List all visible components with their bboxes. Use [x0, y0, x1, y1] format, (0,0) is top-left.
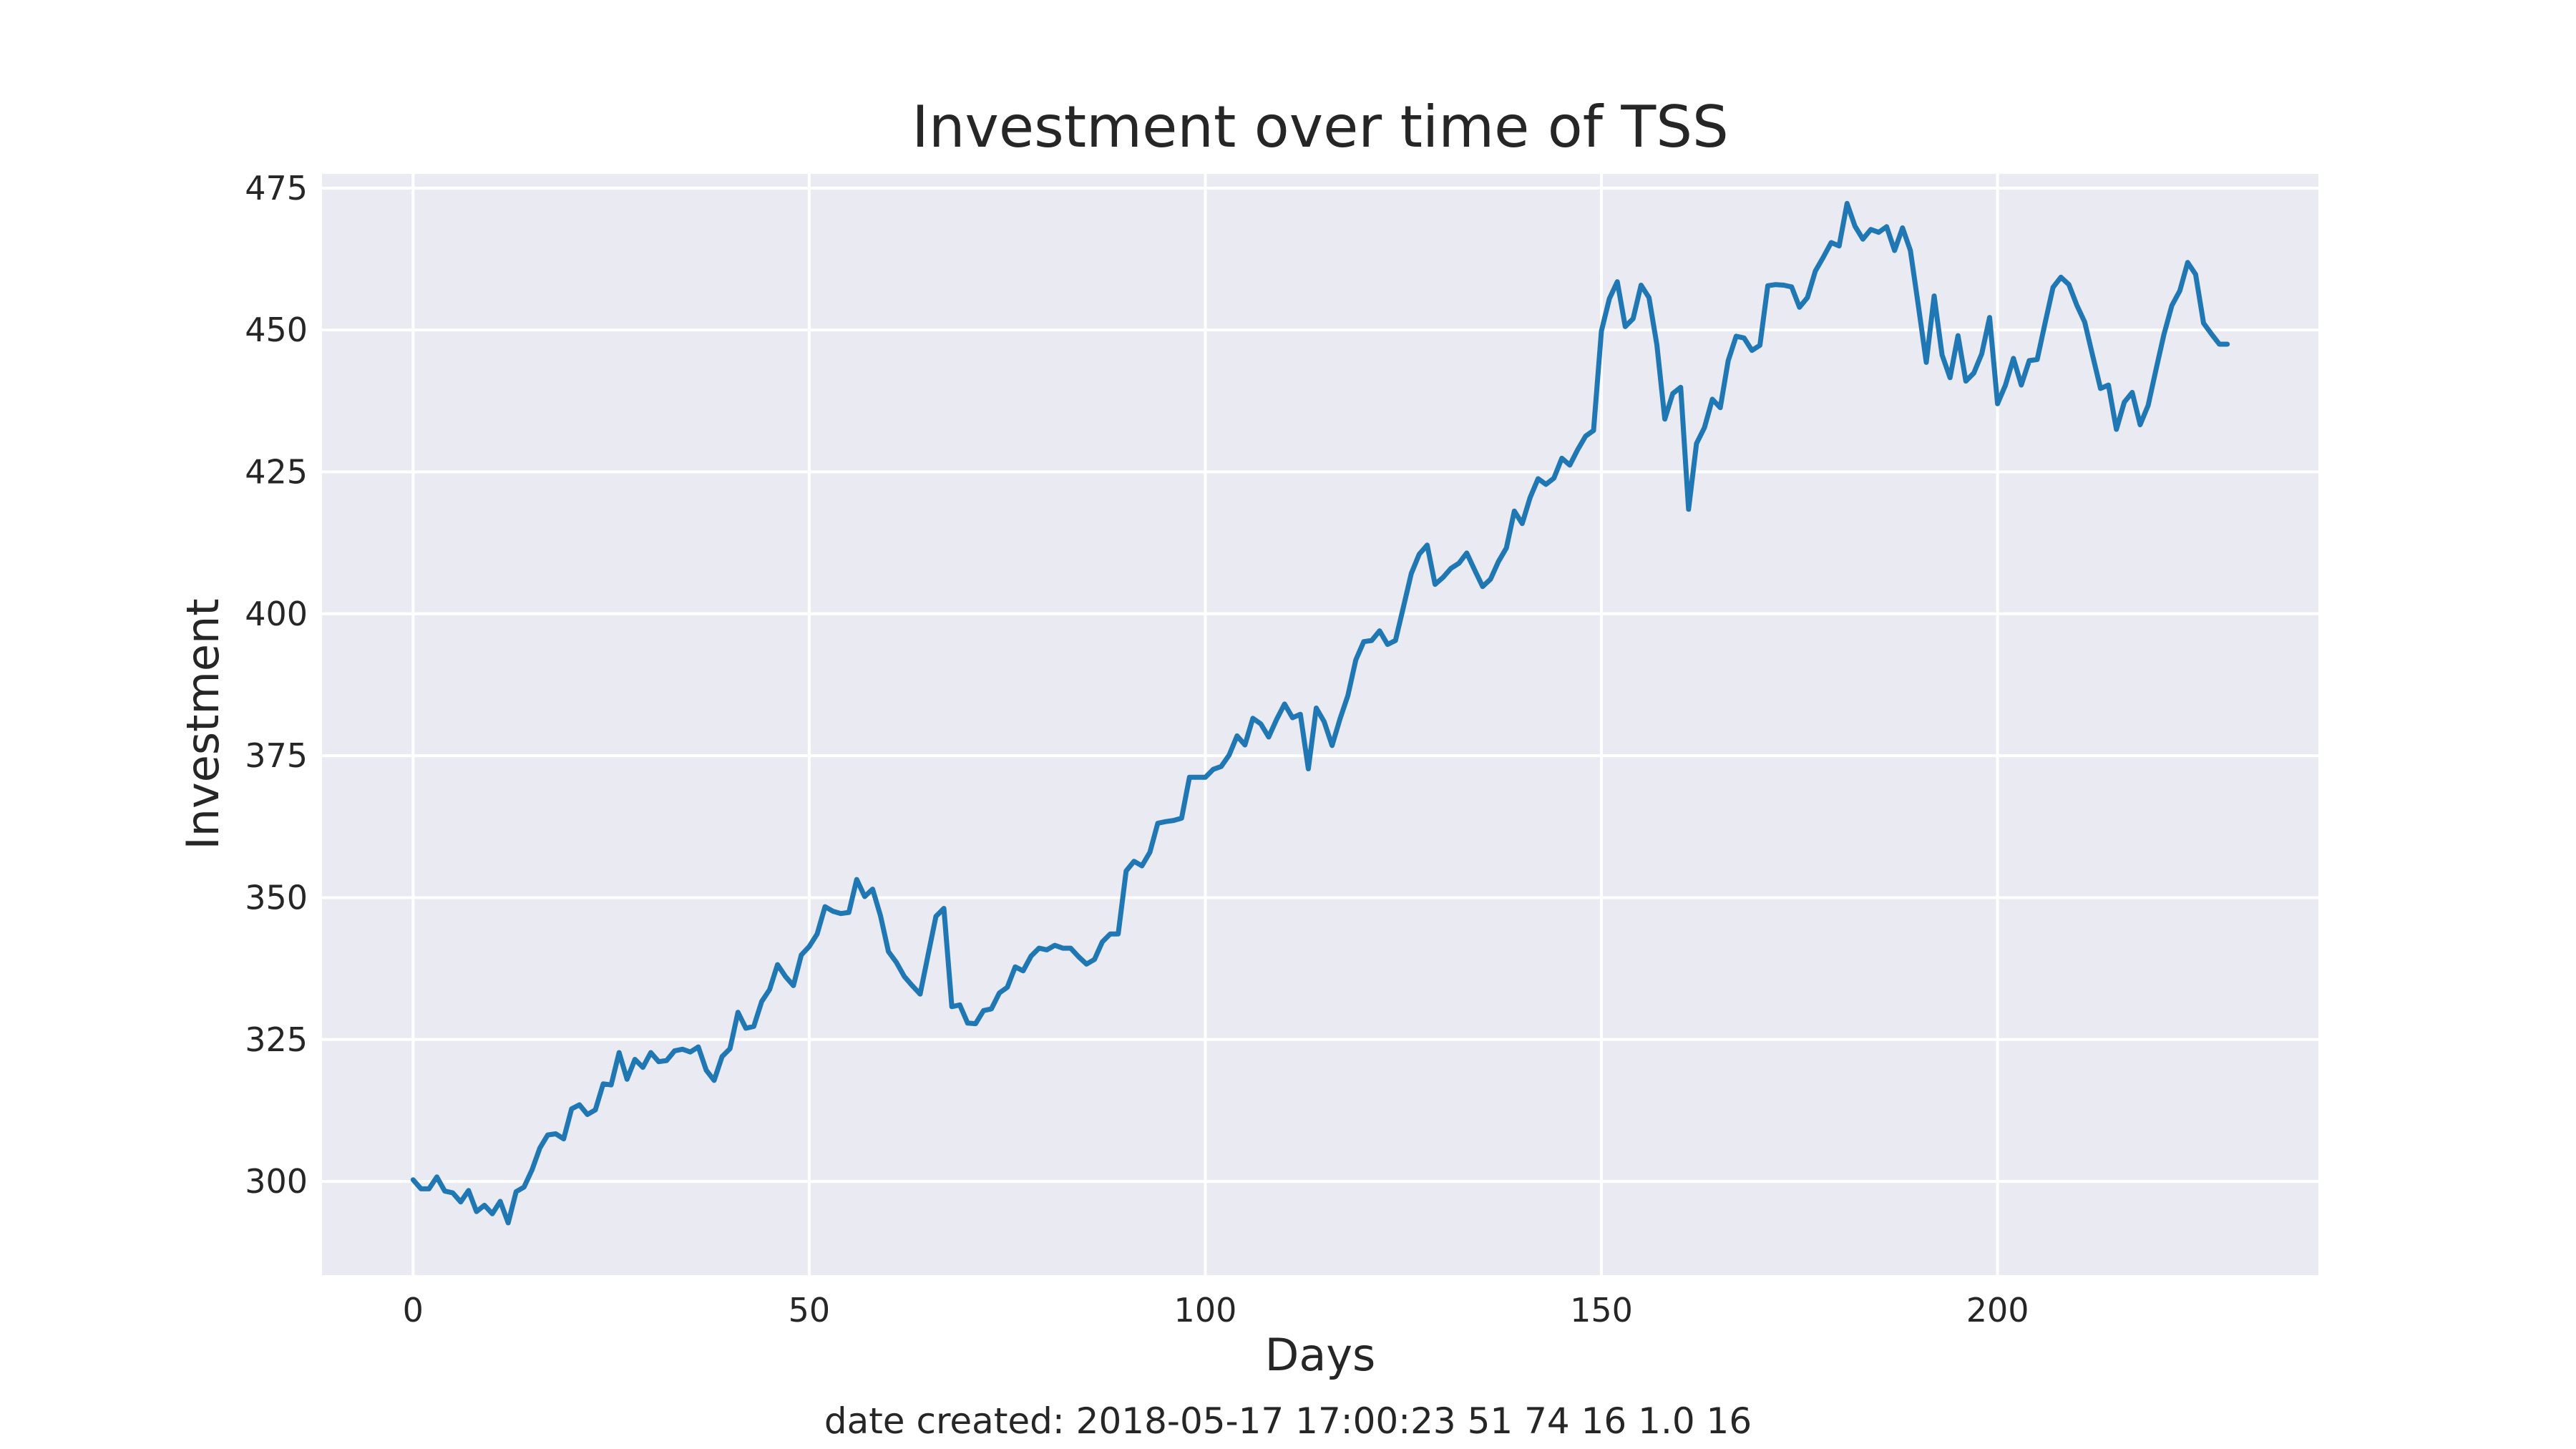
y-tick-label: 400 [245, 595, 308, 633]
y-tick-label: 475 [245, 169, 308, 208]
y-tick-label: 425 [245, 452, 308, 491]
series-line [410, 200, 2230, 1226]
x-tick-label: 0 [403, 1291, 424, 1330]
footer-text: date created: 2018-05-17 17:00:23 51 74 … [824, 1400, 1752, 1442]
y-tick-label: 300 [245, 1162, 308, 1201]
y-axis-ticks: 300 325 350 375 400 425 450 475 [245, 169, 308, 1201]
x-axis-label: Days [1265, 1329, 1376, 1381]
y-tick-label: 350 [245, 878, 308, 917]
y-tick-label: 375 [245, 736, 308, 775]
y-tick-label: 450 [245, 311, 308, 349]
y-axis-label: Investment [177, 598, 229, 849]
x-tick-label: 200 [1966, 1291, 2029, 1330]
chart-title: Investment over time of TSS [912, 94, 1729, 160]
x-tick-label: 100 [1174, 1291, 1237, 1330]
x-axis-ticks: 0 50 100 150 200 [403, 1291, 2029, 1330]
grid-lines [322, 174, 2318, 1275]
x-tick-label: 150 [1570, 1291, 1633, 1330]
x-tick-label: 50 [789, 1291, 831, 1330]
plot-area [322, 174, 2318, 1275]
y-tick-label: 325 [245, 1020, 308, 1059]
